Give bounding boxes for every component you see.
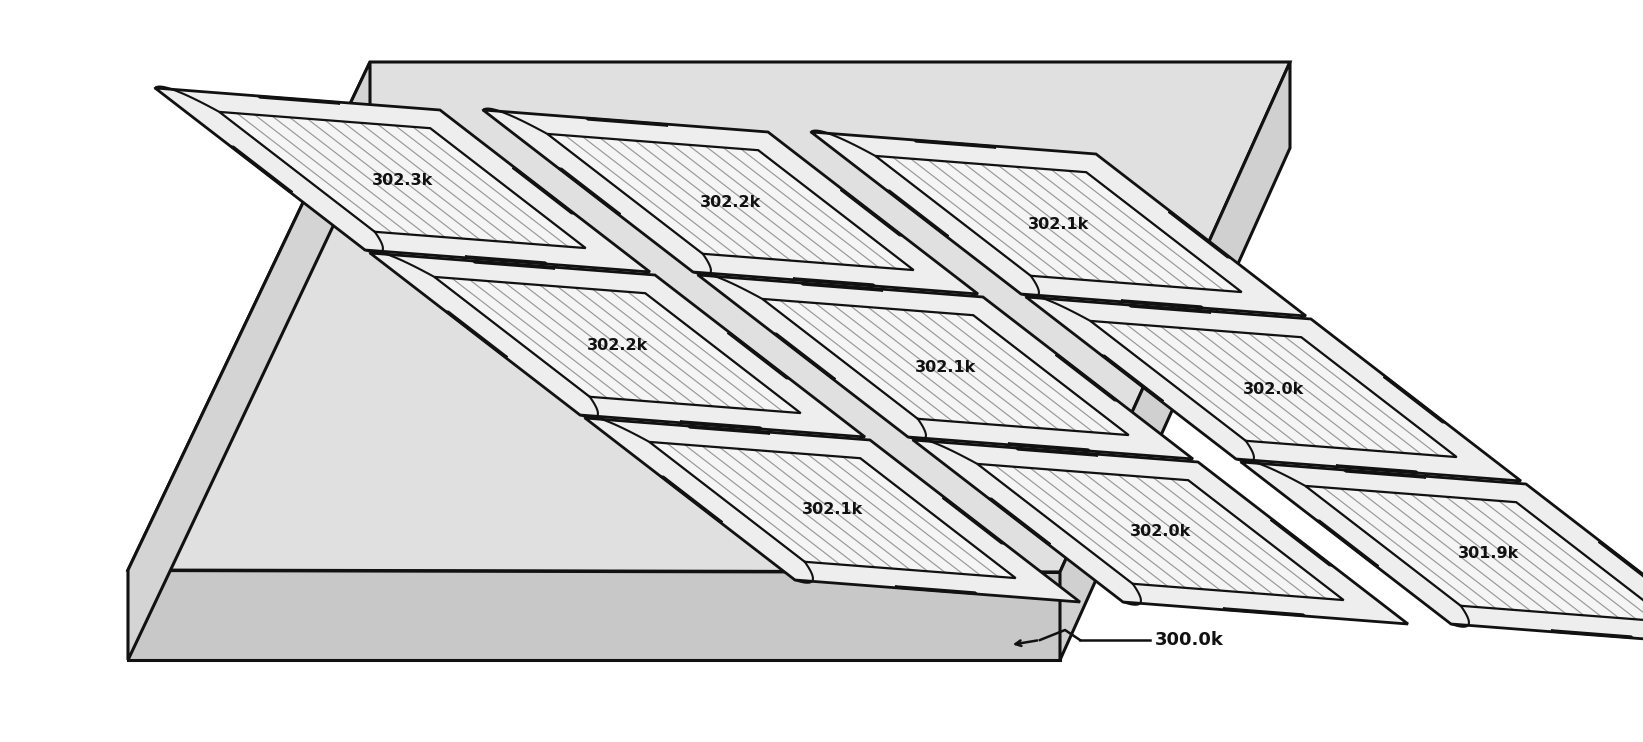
Polygon shape <box>473 261 555 269</box>
Polygon shape <box>128 62 370 660</box>
Polygon shape <box>513 168 575 214</box>
Polygon shape <box>876 156 1242 292</box>
Polygon shape <box>1121 300 1203 308</box>
Polygon shape <box>220 112 585 248</box>
Polygon shape <box>812 132 1306 316</box>
Polygon shape <box>1224 608 1306 616</box>
Text: 302.2k: 302.2k <box>700 194 761 209</box>
Polygon shape <box>154 88 651 272</box>
Polygon shape <box>559 168 621 214</box>
Text: 302.0k: 302.0k <box>1242 381 1305 396</box>
Polygon shape <box>660 476 723 522</box>
Polygon shape <box>1129 305 1211 313</box>
Polygon shape <box>1168 212 1231 257</box>
Polygon shape <box>762 299 1129 435</box>
Polygon shape <box>1015 448 1098 456</box>
Polygon shape <box>1060 62 1290 660</box>
Text: 302.1k: 302.1k <box>915 360 976 375</box>
Polygon shape <box>688 426 771 434</box>
Polygon shape <box>465 256 547 264</box>
Text: 302.1k: 302.1k <box>802 502 863 517</box>
Polygon shape <box>1336 465 1418 473</box>
Polygon shape <box>258 96 340 104</box>
Text: 302.1k: 302.1k <box>1029 217 1089 232</box>
Polygon shape <box>794 278 876 286</box>
Polygon shape <box>887 190 948 236</box>
Polygon shape <box>1091 321 1457 457</box>
Text: 302.3k: 302.3k <box>371 172 434 188</box>
Polygon shape <box>230 146 292 192</box>
Polygon shape <box>914 140 996 148</box>
Polygon shape <box>1305 486 1643 622</box>
Polygon shape <box>128 570 1060 660</box>
Polygon shape <box>434 277 800 413</box>
Polygon shape <box>774 333 835 379</box>
Polygon shape <box>1383 377 1446 423</box>
Polygon shape <box>895 586 978 594</box>
Polygon shape <box>1025 297 1521 481</box>
Polygon shape <box>547 134 914 270</box>
Polygon shape <box>649 442 1015 578</box>
Polygon shape <box>1055 355 1117 401</box>
Polygon shape <box>445 312 508 357</box>
Polygon shape <box>1101 355 1163 401</box>
Polygon shape <box>943 498 1004 544</box>
Polygon shape <box>728 333 789 378</box>
Polygon shape <box>978 464 1344 600</box>
Text: 300.0k: 300.0k <box>1155 631 1224 649</box>
Polygon shape <box>585 418 1079 602</box>
Polygon shape <box>128 62 1290 572</box>
Polygon shape <box>1270 520 1332 565</box>
Polygon shape <box>1344 470 1426 478</box>
Text: 301.9k: 301.9k <box>1457 547 1520 562</box>
Polygon shape <box>698 275 1193 459</box>
Polygon shape <box>989 499 1050 544</box>
Polygon shape <box>370 253 864 437</box>
Polygon shape <box>800 283 882 291</box>
Polygon shape <box>483 110 978 294</box>
Polygon shape <box>585 118 667 126</box>
Polygon shape <box>1009 443 1091 451</box>
Polygon shape <box>1551 630 1633 638</box>
Polygon shape <box>914 440 1408 624</box>
Text: 302.0k: 302.0k <box>1130 525 1191 539</box>
Polygon shape <box>1240 462 1643 646</box>
Text: 302.2k: 302.2k <box>587 338 647 352</box>
Polygon shape <box>1316 520 1378 566</box>
Polygon shape <box>1599 542 1643 588</box>
Polygon shape <box>680 421 762 429</box>
Polygon shape <box>841 190 902 236</box>
